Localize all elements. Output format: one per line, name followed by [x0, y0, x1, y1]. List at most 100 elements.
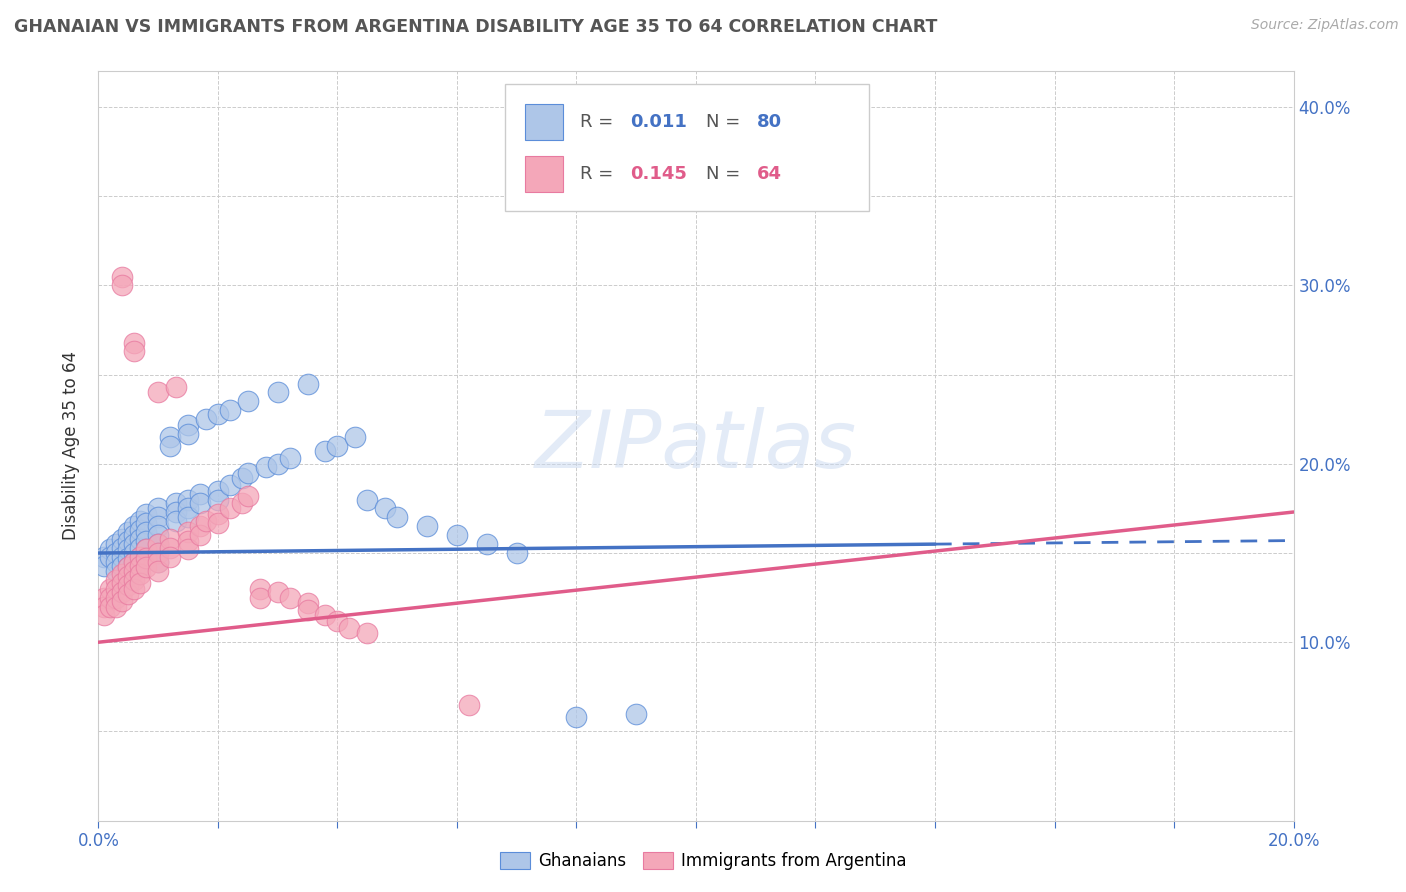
Point [105, 564, 128, 578]
Point [159, 541, 181, 555]
Point [129, 558, 152, 573]
Point [117, 524, 139, 539]
Point [148, 546, 170, 560]
Text: 0.145: 0.145 [630, 165, 688, 183]
Point [124, 555, 146, 569]
Point [135, 551, 157, 566]
Text: N =: N = [706, 165, 745, 183]
Point [124, 519, 146, 533]
Point [385, 510, 409, 524]
Point [165, 380, 187, 394]
Point [93, 608, 115, 623]
Point [446, 528, 468, 542]
Point [326, 614, 349, 628]
Point [344, 430, 367, 444]
Point [111, 532, 134, 546]
Text: R =: R = [581, 165, 619, 183]
Point [148, 555, 170, 569]
Text: 64: 64 [756, 165, 782, 183]
Point [207, 483, 229, 498]
Point [117, 560, 139, 574]
Point [177, 524, 200, 539]
Point [148, 510, 170, 524]
Point [117, 587, 139, 601]
Point [177, 426, 200, 441]
Point [219, 501, 242, 516]
Point [135, 524, 157, 539]
Text: Source: ZipAtlas.com: Source: ZipAtlas.com [1251, 18, 1399, 32]
Point [129, 549, 152, 564]
Point [195, 514, 218, 528]
Point [111, 585, 134, 599]
Text: ZIPatlas: ZIPatlas [534, 407, 858, 485]
Point [111, 541, 134, 555]
Point [148, 537, 170, 551]
Point [207, 492, 229, 507]
Point [177, 533, 200, 548]
Point [111, 558, 134, 573]
Point [267, 457, 290, 471]
Point [195, 412, 218, 426]
Point [231, 471, 253, 485]
Y-axis label: Disability Age 35 to 64: Disability Age 35 to 64 [62, 351, 80, 541]
Point [565, 710, 588, 724]
Point [124, 546, 146, 560]
Point [124, 564, 146, 578]
Point [148, 528, 170, 542]
Point [98, 582, 122, 596]
Point [249, 591, 271, 605]
Point [117, 578, 139, 592]
Point [159, 439, 181, 453]
Point [177, 510, 200, 524]
Point [236, 466, 259, 480]
FancyBboxPatch shape [505, 84, 869, 211]
Point [278, 451, 301, 466]
Point [98, 599, 122, 614]
Point [236, 489, 259, 503]
Point [188, 496, 211, 510]
Point [177, 501, 200, 516]
Point [278, 591, 301, 605]
Point [129, 532, 152, 546]
Point [207, 516, 229, 530]
Point [626, 706, 648, 721]
Point [148, 501, 170, 516]
Point [129, 558, 152, 573]
Point [188, 519, 211, 533]
Point [159, 430, 181, 444]
Point [236, 394, 259, 409]
Point [124, 564, 146, 578]
Point [105, 537, 128, 551]
Point [124, 344, 146, 359]
Point [188, 528, 211, 542]
Point [177, 542, 200, 557]
Point [267, 385, 290, 400]
Point [105, 591, 128, 605]
Point [148, 564, 170, 578]
Point [105, 599, 128, 614]
Point [458, 698, 481, 712]
Point [135, 542, 157, 557]
Point [506, 546, 529, 560]
Point [111, 269, 134, 284]
Point [475, 537, 498, 551]
Point [297, 596, 319, 610]
Point [177, 417, 200, 432]
Point [135, 516, 157, 530]
Point [148, 385, 170, 400]
Point [159, 532, 181, 546]
Point [207, 407, 229, 421]
Text: GHANAIAN VS IMMIGRANTS FROM ARGENTINA DISABILITY AGE 35 TO 64 CORRELATION CHART: GHANAIAN VS IMMIGRANTS FROM ARGENTINA DI… [14, 18, 938, 36]
Point [159, 549, 181, 564]
Point [111, 278, 134, 293]
Point [124, 537, 146, 551]
Point [254, 460, 277, 475]
Point [356, 492, 378, 507]
Point [98, 549, 122, 564]
Point [124, 528, 146, 542]
Point [93, 599, 115, 614]
Point [117, 542, 139, 557]
Text: R =: R = [581, 112, 619, 130]
Point [129, 523, 152, 537]
Point [111, 567, 134, 582]
